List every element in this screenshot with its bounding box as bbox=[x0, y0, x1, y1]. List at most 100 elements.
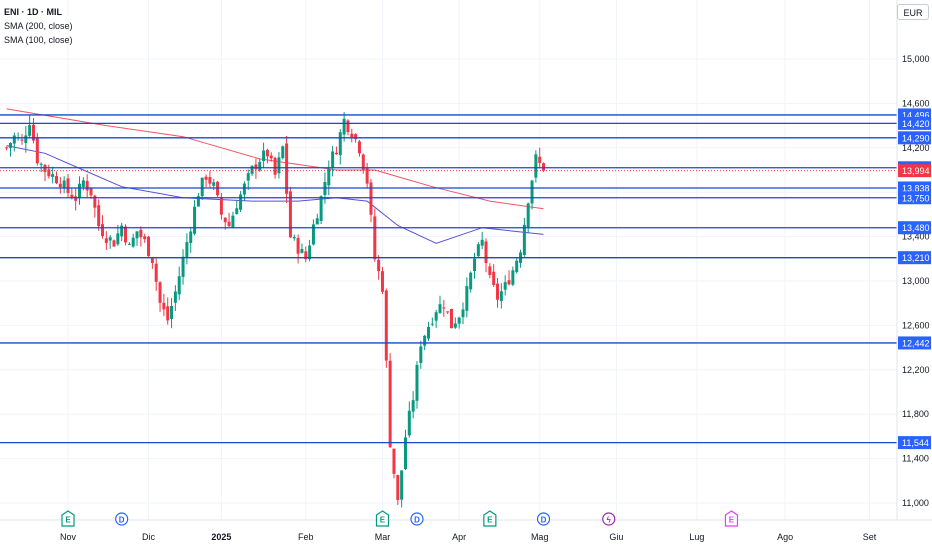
price-tick-label: 15,000 bbox=[902, 54, 930, 64]
candle-body bbox=[93, 195, 97, 208]
currency-button[interactable]: EUR bbox=[897, 4, 929, 20]
candle-body bbox=[265, 149, 269, 157]
candle-body bbox=[70, 194, 74, 199]
candle bbox=[419, 340, 423, 369]
level-label: 13,210 bbox=[898, 251, 931, 265]
candle-body bbox=[488, 266, 492, 276]
candle bbox=[147, 235, 151, 257]
candle bbox=[315, 213, 319, 225]
candle-body bbox=[204, 176, 208, 180]
candle-body bbox=[200, 177, 204, 197]
candle bbox=[281, 145, 285, 160]
candle bbox=[534, 150, 538, 183]
split-marker[interactable]: ϟ bbox=[602, 512, 616, 526]
earnings-icon bbox=[61, 510, 75, 527]
price-labels: 14,49614,42014,29014,02013,83813,75013,4… bbox=[898, 108, 931, 450]
dividend-marker[interactable]: D bbox=[115, 512, 129, 526]
level-label-text: 14,420 bbox=[902, 119, 930, 129]
time-tick-label: Nov bbox=[60, 532, 77, 542]
candle bbox=[507, 270, 511, 286]
sma-200-legend[interactable]: SMA (200, close) bbox=[4, 21, 73, 31]
candle-body bbox=[150, 257, 154, 263]
candle bbox=[116, 224, 120, 246]
candle bbox=[288, 186, 292, 239]
level-label-text: 13,838 bbox=[902, 183, 930, 193]
candle bbox=[392, 448, 396, 479]
candle bbox=[227, 212, 231, 228]
dividend-icon bbox=[410, 512, 424, 526]
time-axis[interactable]: Nov Dic 2025 Feb Mar Apr Mag Giu Lug Ago Set bbox=[0, 519, 932, 542]
candle-body bbox=[496, 283, 500, 300]
level-label-bg bbox=[898, 221, 931, 235]
dividend-marker[interactable]: D bbox=[410, 512, 424, 526]
candle-body bbox=[411, 400, 415, 412]
candle bbox=[373, 208, 377, 262]
candle-body bbox=[461, 309, 465, 318]
candle bbox=[112, 239, 116, 247]
candle bbox=[327, 160, 331, 196]
horizontal-levels[interactable] bbox=[0, 114, 897, 444]
candle-body bbox=[338, 132, 342, 156]
candle bbox=[170, 298, 174, 329]
candle-body bbox=[147, 236, 151, 257]
price-tick-label: 12,200 bbox=[902, 365, 930, 375]
symbol-title[interactable]: ENI · 1D · MIL bbox=[4, 7, 62, 17]
candle-body bbox=[419, 346, 423, 363]
candle bbox=[200, 177, 204, 200]
earnings-marker[interactable]: E bbox=[483, 510, 497, 527]
candle-body bbox=[24, 135, 28, 143]
candle bbox=[380, 266, 384, 295]
dividend-letter: D bbox=[541, 516, 547, 525]
sma-100-legend[interactable]: SMA (100, close) bbox=[4, 35, 73, 45]
candle bbox=[177, 266, 181, 300]
candle-body bbox=[515, 260, 519, 272]
earnings-marker[interactable]: E bbox=[724, 510, 739, 527]
candle-body bbox=[392, 448, 396, 474]
candle bbox=[158, 281, 162, 312]
candle-body bbox=[196, 196, 200, 207]
dividend-marker[interactable]: D bbox=[536, 512, 551, 526]
candle-body bbox=[212, 182, 216, 186]
level-label-bg bbox=[898, 251, 931, 265]
level-label: 12,442 bbox=[898, 336, 931, 350]
candle-body bbox=[526, 203, 530, 228]
level-label-bg bbox=[898, 336, 931, 350]
level-label-bg bbox=[898, 116, 931, 130]
candle-body bbox=[415, 364, 419, 401]
candle-body bbox=[380, 271, 384, 292]
level-label-text: 13,210 bbox=[902, 253, 930, 263]
candle-body bbox=[492, 271, 496, 285]
candle-body bbox=[177, 276, 181, 295]
candle-body bbox=[89, 187, 93, 196]
candle bbox=[235, 199, 239, 215]
candle-body bbox=[162, 302, 166, 310]
candle-body bbox=[235, 208, 239, 215]
earnings-marker[interactable]: E bbox=[375, 510, 390, 527]
candle-body bbox=[35, 137, 39, 164]
candle-body bbox=[131, 237, 135, 247]
candle bbox=[511, 266, 515, 287]
dividend-icon bbox=[536, 512, 551, 526]
candle bbox=[28, 115, 32, 138]
candle bbox=[74, 187, 78, 211]
candle bbox=[469, 271, 473, 293]
candle-body bbox=[254, 164, 258, 170]
candle-body bbox=[242, 183, 246, 195]
level-label: 14,290 bbox=[898, 131, 931, 145]
earnings-icon bbox=[724, 510, 739, 527]
candle-body bbox=[269, 155, 273, 159]
candle-body bbox=[85, 181, 89, 191]
level-label: 13,838 bbox=[898, 181, 931, 195]
candle-body bbox=[12, 135, 16, 144]
candle-body bbox=[522, 224, 526, 256]
candle bbox=[488, 263, 492, 279]
candle bbox=[446, 311, 450, 315]
candle bbox=[54, 171, 58, 185]
level-label-text: 12,442 bbox=[902, 338, 930, 348]
candle bbox=[342, 111, 346, 142]
earnings-marker[interactable]: E bbox=[61, 510, 75, 527]
time-tick-label: Mar bbox=[375, 532, 391, 542]
